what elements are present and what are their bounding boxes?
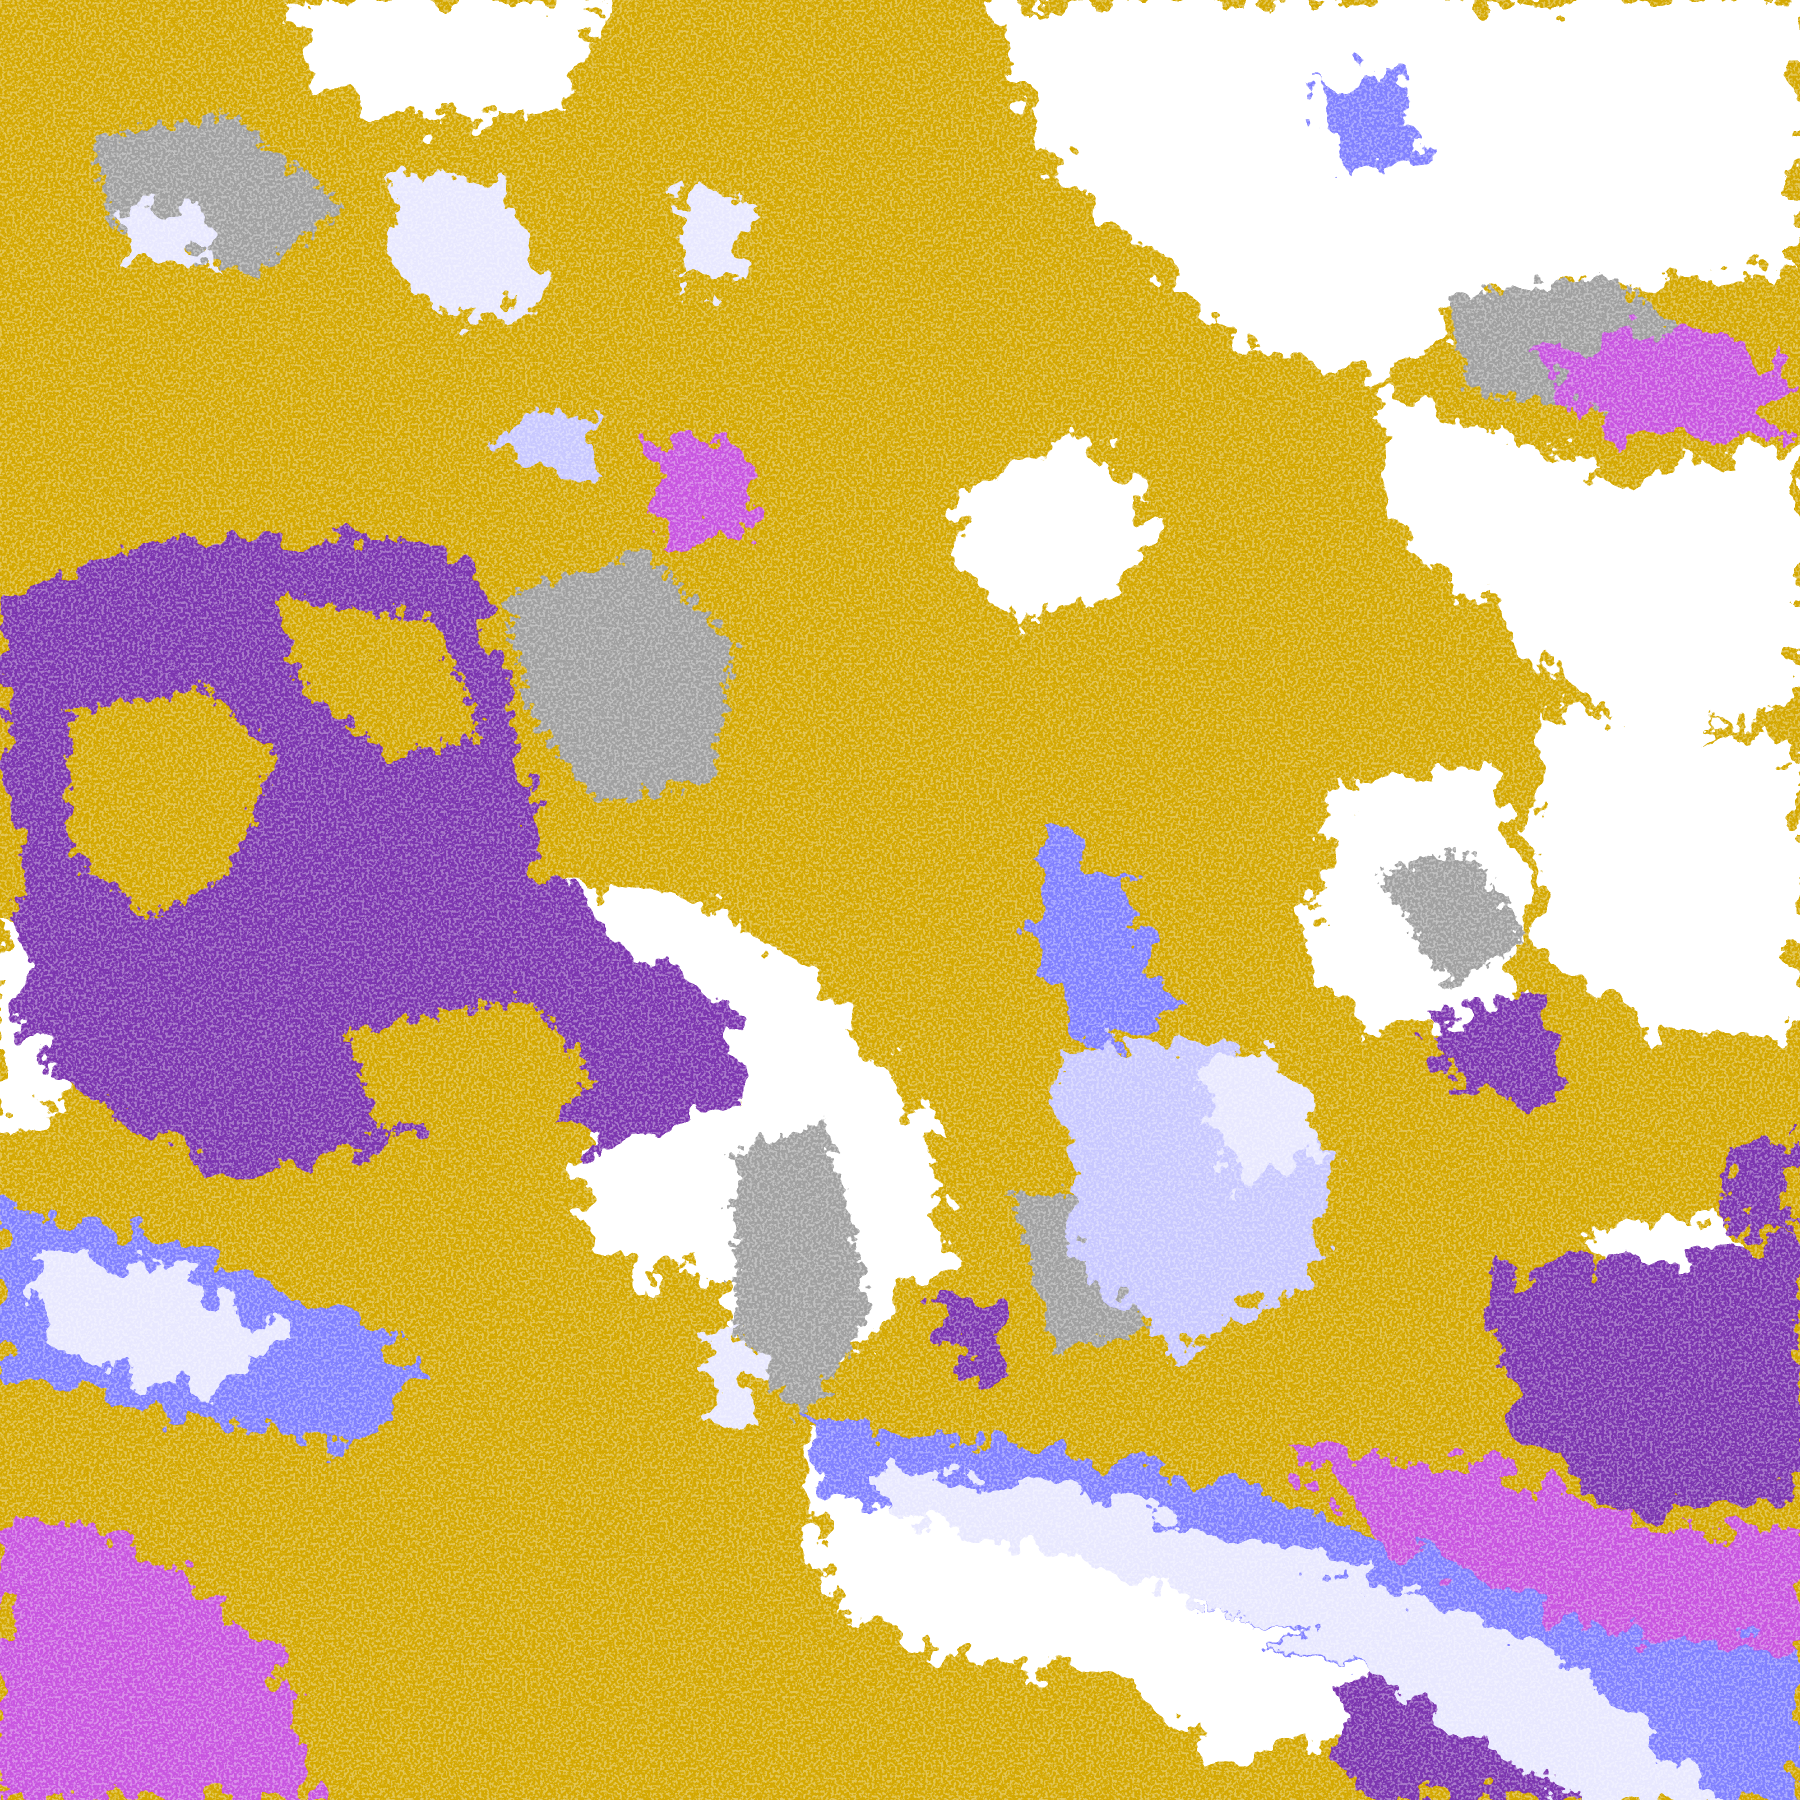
page [0, 0, 1800, 1800]
satellite-image [0, 0, 1800, 1800]
texture [0, 0, 1800, 1800]
